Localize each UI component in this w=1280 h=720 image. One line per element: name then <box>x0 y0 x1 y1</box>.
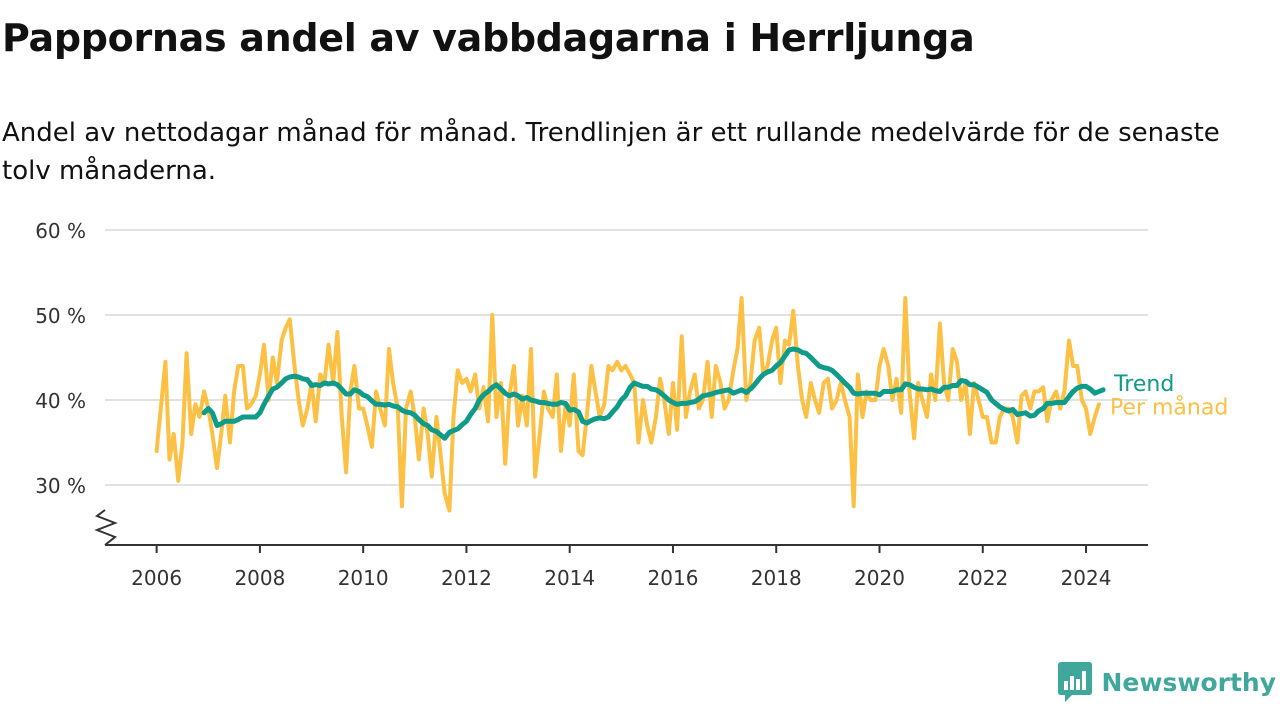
y-tick-label: 60 % <box>35 219 86 243</box>
series-lines <box>154 296 1106 513</box>
series-label-per-manad: Per månad <box>1110 394 1228 420</box>
series-line-trend <box>201 346 1106 441</box>
y-tick-label: 50 % <box>35 304 86 328</box>
x-tick-label: 2014 <box>544 566 595 590</box>
x-tick-label: 2006 <box>131 566 182 590</box>
x-tick-label: 2022 <box>957 566 1008 590</box>
x-tick-label: 2016 <box>648 566 699 590</box>
y-tick-label: 40 % <box>35 389 86 413</box>
y-axis-break-icon <box>94 509 118 546</box>
x-tick-label: 2012 <box>441 566 492 590</box>
x-tick-label: 2024 <box>1061 566 1112 590</box>
chart-subtitle: Andel av nettodagar månad för månad. Tre… <box>2 118 1220 186</box>
series-line-per-manad <box>154 296 1101 513</box>
series-label-trend: Trend <box>1113 372 1174 397</box>
x-tick-label: 2020 <box>854 566 905 590</box>
grid-lines <box>105 229 1148 486</box>
x-tick-label: 2018 <box>751 566 802 590</box>
y-axis: 30 % 40 % 50 % 60 % <box>35 219 118 546</box>
chart-title: Pappornas andel av vabbdagarna i Herrlju… <box>2 16 975 60</box>
line-chart: 30 % 40 % 50 % 60 % 2006 2008 2010 2012 2014 201… <box>35 219 1228 590</box>
newsworthy-logo-icon <box>1057 662 1092 702</box>
brand-name: Newsworthy <box>1101 667 1277 697</box>
y-tick-label: 30 % <box>35 474 86 498</box>
x-tick-label: 2010 <box>338 566 389 590</box>
x-tick-label: 2008 <box>234 566 285 590</box>
brand-logo: Newsworthy <box>1057 662 1277 702</box>
x-axis: 2006 2008 2010 2012 2014 2016 2018 2020 2022 2024 <box>105 544 1148 590</box>
